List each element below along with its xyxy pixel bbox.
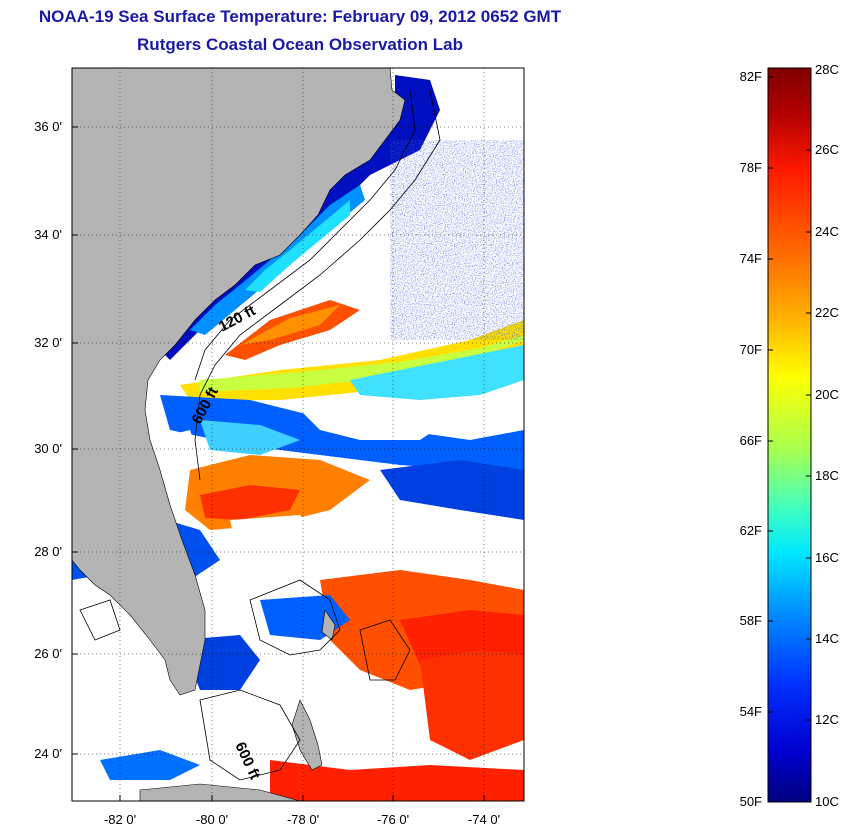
map-title: NOAA-19 Sea Surface Temperature: Februar… xyxy=(38,7,562,26)
colorbar-c-label: 18C xyxy=(815,468,839,483)
colorbar-f-label: 70F xyxy=(740,342,762,357)
colorbar-f-label: 78F xyxy=(740,160,762,175)
lon-label: -76 0' xyxy=(377,812,409,827)
colorbar xyxy=(767,67,812,803)
lat-label: 24 0' xyxy=(34,746,62,761)
depth-contours xyxy=(79,89,441,781)
lon-label: -80 0' xyxy=(196,812,228,827)
colorbar-f-label: 66F xyxy=(740,433,762,448)
land-us-coast xyxy=(72,68,406,696)
lat-label: 32 0' xyxy=(34,335,62,350)
colorbar-c-label: 24C xyxy=(815,224,839,239)
colorbar-c-label: 28C xyxy=(815,62,839,77)
land-cuba xyxy=(139,783,301,801)
lat-label: 26 0' xyxy=(34,646,62,661)
grid-lines xyxy=(72,68,524,801)
colorbar-c-label: 22C xyxy=(815,305,839,320)
colorbar-f-label: 54F xyxy=(740,704,762,719)
lon-label: -82 0' xyxy=(104,812,136,827)
colorbar-f-label: 74F xyxy=(740,251,762,266)
map-ticks xyxy=(72,126,485,801)
colorbar-f-label: 58F xyxy=(740,613,762,628)
lat-label: 34 0' xyxy=(34,227,62,242)
lat-label: 28 0' xyxy=(34,544,62,559)
lon-label: -74 0' xyxy=(468,812,500,827)
colorbar-celsius-labels: 28C 26C 24C 22C 20C 18C 16C 14C 12C 10C xyxy=(815,62,839,809)
colorbar-c-label: 16C xyxy=(815,550,839,565)
land-bahamas xyxy=(291,699,323,771)
map-subtitle: Rutgers Coastal Ocean Observation Lab xyxy=(137,35,463,54)
colorbar-fahrenheit-ticks xyxy=(768,76,773,713)
colorbar-f-label: 50F xyxy=(740,794,762,809)
map-border xyxy=(71,67,525,802)
colorbar-c-label: 12C xyxy=(815,712,839,727)
lon-label: -78 0' xyxy=(287,812,319,827)
colorbar-fahrenheit-labels: 82F 78F 74F 70F 66F 62F 58F 54F 50F xyxy=(740,69,762,809)
colorbar-celsius-ticks xyxy=(806,149,811,721)
latitude-labels: 36 0' 34 0' 32 0' 30 0' 28 0' 26 0' 24 0… xyxy=(34,119,62,761)
colorbar-c-label: 26C xyxy=(815,142,839,157)
land-bahamas-2 xyxy=(321,609,336,641)
colorbar-c-label: 20C xyxy=(815,387,839,402)
colorbar-c-label: 10C xyxy=(815,794,839,809)
colorbar-c-label: 14C xyxy=(815,631,839,646)
cloud-mask xyxy=(150,400,524,575)
colorbar-f-label: 62F xyxy=(740,523,762,538)
colorbar-f-label: 82F xyxy=(740,69,762,84)
lat-label: 36 0' xyxy=(34,119,62,134)
map-data-layer: 120 ft 600 ft 600 ft xyxy=(72,68,524,801)
lat-label: 30 0' xyxy=(34,441,62,456)
longitude-labels: -82 0' -80 0' -78 0' -76 0' -74 0' xyxy=(104,812,500,827)
